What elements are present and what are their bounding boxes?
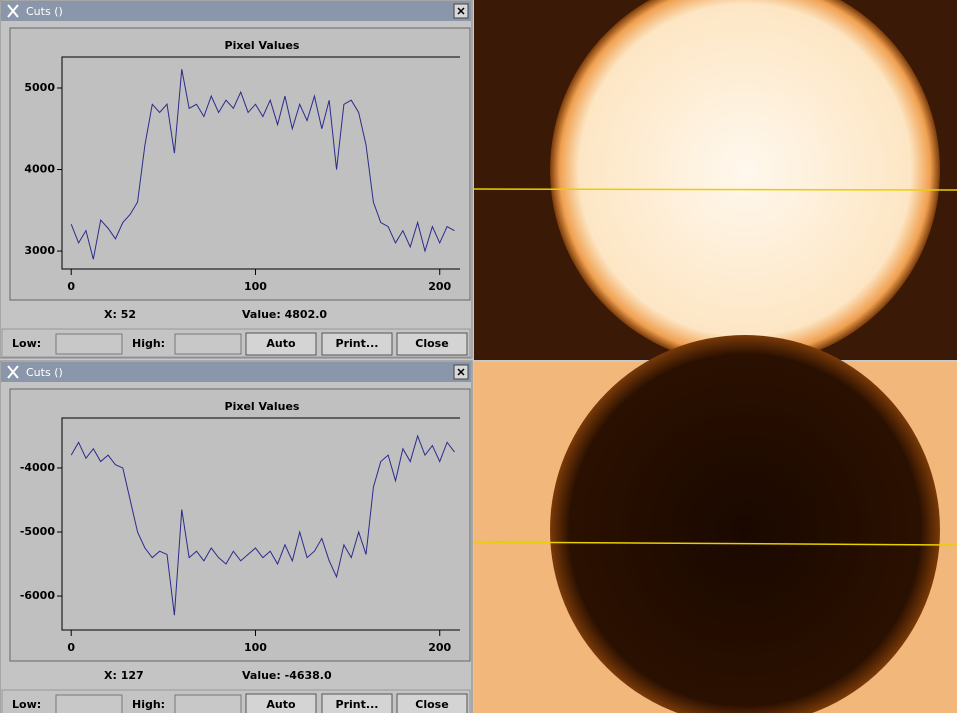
high-input[interactable] (174, 333, 242, 355)
button[interactable] (396, 693, 468, 713)
high-label: High: (132, 337, 165, 350)
cuts-window: Cuts () Pixel Values 3000 4000 5000 0 100 200 X:… (0, 0, 473, 359)
status-value: Value: -4638.0 (242, 669, 332, 682)
x-tick-label: 0 (67, 641, 75, 654)
image-views (474, 0, 957, 713)
title-bar (1, 1, 471, 21)
low-label: Low: (12, 337, 41, 350)
y-tick-label: -6000 (20, 589, 56, 602)
button-label[interactable]: Auto (266, 698, 296, 711)
low-input[interactable] (55, 694, 123, 713)
y-tick-label: 4000 (24, 163, 55, 176)
app-icon (7, 4, 19, 18)
x-tick-label: 200 (428, 280, 451, 293)
cut-line (474, 188, 957, 191)
y-tick-label: 3000 (24, 244, 55, 257)
y-tick-label: 5000 (24, 81, 55, 94)
high-label: High: (132, 698, 165, 711)
app-icon (7, 365, 19, 379)
window-title: Cuts () (26, 366, 63, 379)
button-label[interactable]: Close (415, 337, 448, 350)
plot-frame (9, 27, 471, 301)
status-value: Value: 4802.0 (242, 308, 327, 321)
cuts-window: Cuts () Pixel Values -4000 -5000 -6000 0 100 20… (0, 360, 473, 713)
cut-line (70, 69, 455, 260)
x-tick-label: 200 (428, 641, 451, 654)
cuts-windows: Cuts () Pixel Values 3000 4000 5000 0 100 200 X:… (0, 0, 473, 713)
y-tick-label: -5000 (20, 525, 56, 538)
close-x (457, 368, 465, 376)
x-tick-label: 100 (244, 641, 267, 654)
title-bar (1, 362, 471, 382)
axes (61, 56, 460, 270)
bright-disk (550, 0, 940, 365)
low-label: Low: (12, 698, 41, 711)
button-label[interactable]: Auto (266, 337, 296, 350)
close-x (457, 7, 465, 15)
button[interactable] (396, 332, 468, 356)
axes (61, 417, 460, 631)
plot-frame (9, 388, 471, 662)
button[interactable] (321, 332, 393, 356)
button-label[interactable]: Close (415, 698, 448, 711)
window-title: Cuts () (26, 5, 63, 18)
cut-line (474, 541, 957, 546)
status-x: X: 52 (104, 308, 136, 321)
button[interactable] (245, 693, 317, 713)
button-label[interactable]: Print... (336, 337, 379, 350)
x-tick-label: 0 (67, 280, 75, 293)
dark-disk (550, 335, 940, 713)
button[interactable] (245, 332, 317, 356)
x-tick-label: 100 (244, 280, 267, 293)
low-input[interactable] (55, 333, 123, 355)
button[interactable] (321, 693, 393, 713)
button-label[interactable]: Print... (336, 698, 379, 711)
chart-title: Pixel Values (225, 400, 300, 413)
high-input[interactable] (174, 694, 242, 713)
y-tick-label: -4000 (20, 461, 56, 474)
chart-title: Pixel Values (225, 39, 300, 52)
status-x: X: 127 (104, 669, 144, 682)
cut-line (70, 434, 455, 616)
